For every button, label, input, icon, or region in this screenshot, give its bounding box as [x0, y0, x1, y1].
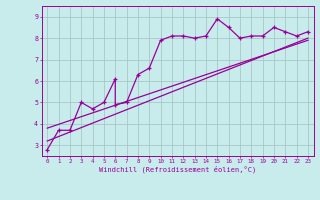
X-axis label: Windchill (Refroidissement éolien,°C): Windchill (Refroidissement éolien,°C): [99, 166, 256, 173]
